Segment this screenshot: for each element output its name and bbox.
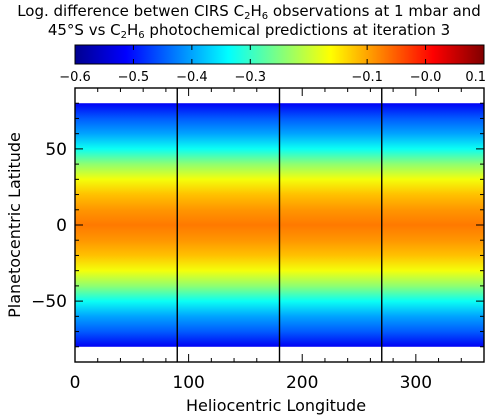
colorbar-bar xyxy=(74,44,485,65)
x-tick-label: 200 xyxy=(286,373,318,393)
colorbar-tick-label: −0.3 xyxy=(234,70,266,85)
colorbar-tick-label: −0.6 xyxy=(59,70,91,85)
x-axis-label: Heliocentric Longitude xyxy=(186,396,366,415)
chart-title-line-1: Log. difference betwen CIRS C2H6 observa… xyxy=(17,2,481,22)
colorbar: −0.6 −0.5 −0.4 −0.3 −0.1 −0.0 0.1 xyxy=(59,44,486,85)
colorbar-tick-label: 0.1 xyxy=(465,70,486,85)
y-axis-label: Planetocentric Latitude xyxy=(5,132,24,318)
x-tick-label: 300 xyxy=(400,373,432,393)
y-tick-label: 50 xyxy=(45,140,67,160)
colorbar-tick-label: −0.1 xyxy=(351,70,383,85)
x-tick-label: 100 xyxy=(172,373,204,393)
plot-area: 0 100 200 300 −50 0 50 xyxy=(31,87,485,393)
y-tick-label: 0 xyxy=(56,216,67,236)
colorbar-tick-label: −0.4 xyxy=(176,70,208,85)
y-tick-label: −50 xyxy=(31,292,67,312)
colorbar-tick-label: −0.5 xyxy=(118,70,150,85)
colorbar-tick-label: −0.0 xyxy=(410,70,442,85)
chart-title-line-2: 45°S vs C2H6 photochemical predictions a… xyxy=(47,21,451,41)
x-tick-label: 0 xyxy=(70,373,81,393)
